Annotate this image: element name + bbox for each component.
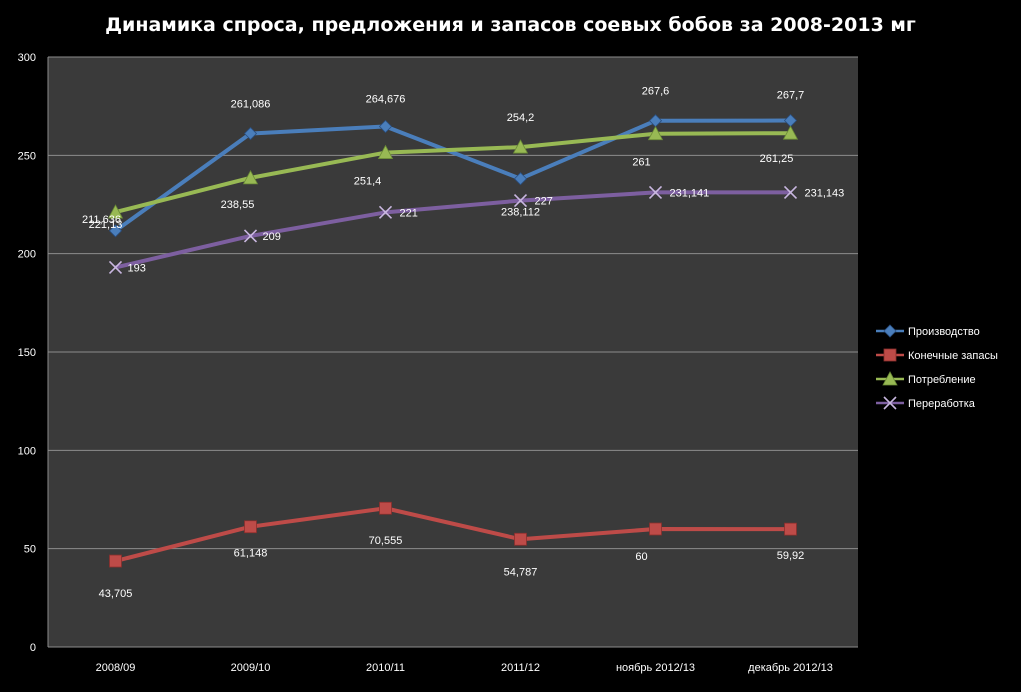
data-point [243,229,258,243]
x-tick-label: ноябрь 2012/13 [616,662,695,674]
data-point [108,260,123,274]
data-point [242,170,259,185]
data-label: 221 [400,207,418,219]
data-label: 59,92 [777,550,805,562]
legend-label: Производство [908,326,980,338]
data-label: 251,4 [354,176,382,188]
series-markers [107,113,799,568]
data-label: 264,676 [366,93,406,105]
data-label: 267,6 [642,86,670,98]
data-point [379,501,392,515]
data-point [649,522,662,536]
legend-marker [883,396,897,410]
data-point [107,204,124,219]
y-tick-label: 250 [18,150,36,162]
series-line-2 [115,506,791,563]
data-point [109,554,122,568]
data-point [244,520,257,534]
legend-label: Переработка [908,398,976,410]
legend-marker [883,348,897,362]
legend-marker [882,371,898,386]
data-point [784,522,797,536]
data-label: 231,141 [670,187,710,199]
data-label: 261 [632,157,650,169]
data-point [782,125,799,140]
y-tick-label: 200 [18,249,36,261]
y-tick-label: 100 [18,445,36,457]
data-label: 254,2 [507,112,535,124]
series-line-3 [115,131,791,215]
x-tick-label: 2008/09 [96,662,136,674]
data-point [512,139,529,154]
y-tick-label: 0 [30,642,36,654]
data-point [378,119,393,134]
legend-label: Конечные запасы [908,350,998,362]
data-label: 238,55 [221,199,255,211]
data-point [514,532,527,546]
axes: 0 50 100 150 200 250 300 2008/09 2009/10 2010/11 2… [18,52,858,674]
data-point [513,172,528,186]
x-tick-label: 2010/11 [366,662,405,674]
data-point [243,126,258,141]
data-label: 221,13 [89,219,123,231]
x-tick-label: 2009/10 [231,662,271,674]
data-label: 54,787 [504,566,538,578]
data-point [648,185,663,199]
y-tick-label: 300 [18,52,36,64]
data-label: 238,112 [501,207,540,219]
data-point [108,224,123,238]
data-label: 211,636 [82,214,121,226]
legend: Производство Конечные запасы Потребление Пе… [876,324,998,410]
legend-marker [883,324,897,338]
legend-label: Потребление [908,374,976,386]
y-tick-label: 150 [18,347,36,359]
data-point [783,185,798,199]
data-label: 267,7 [777,90,805,102]
data-label: 60 [635,551,647,563]
chart-title: Динамика спроса, предложения и запасов с… [105,14,916,36]
data-label: 70,555 [369,535,403,547]
data-point [378,205,393,219]
series-line-1 [114,118,791,233]
data-label: 61,148 [234,548,268,560]
series-lines [114,118,791,563]
data-label: 261,25 [760,153,794,165]
data-label: 43,705 [99,588,133,600]
data-labels: 211,636 261,086 264,676 238,112 267,6 267,7 43… [82,86,844,600]
y-tick-label: 50 [24,544,36,556]
data-point [513,194,528,208]
data-label: 209 [263,231,281,243]
data-label: 227 [535,196,553,208]
x-tick-label: декабрь 2012/13 [748,662,833,674]
x-tick-label: 2011/12 [501,662,540,674]
data-label: 193 [128,262,146,274]
data-label: 261,086 [231,99,271,111]
data-label: 231,143 [805,187,845,199]
series-line-4 [115,190,791,270]
gridlines [48,56,858,550]
data-point [647,125,664,141]
data-point [377,144,394,159]
